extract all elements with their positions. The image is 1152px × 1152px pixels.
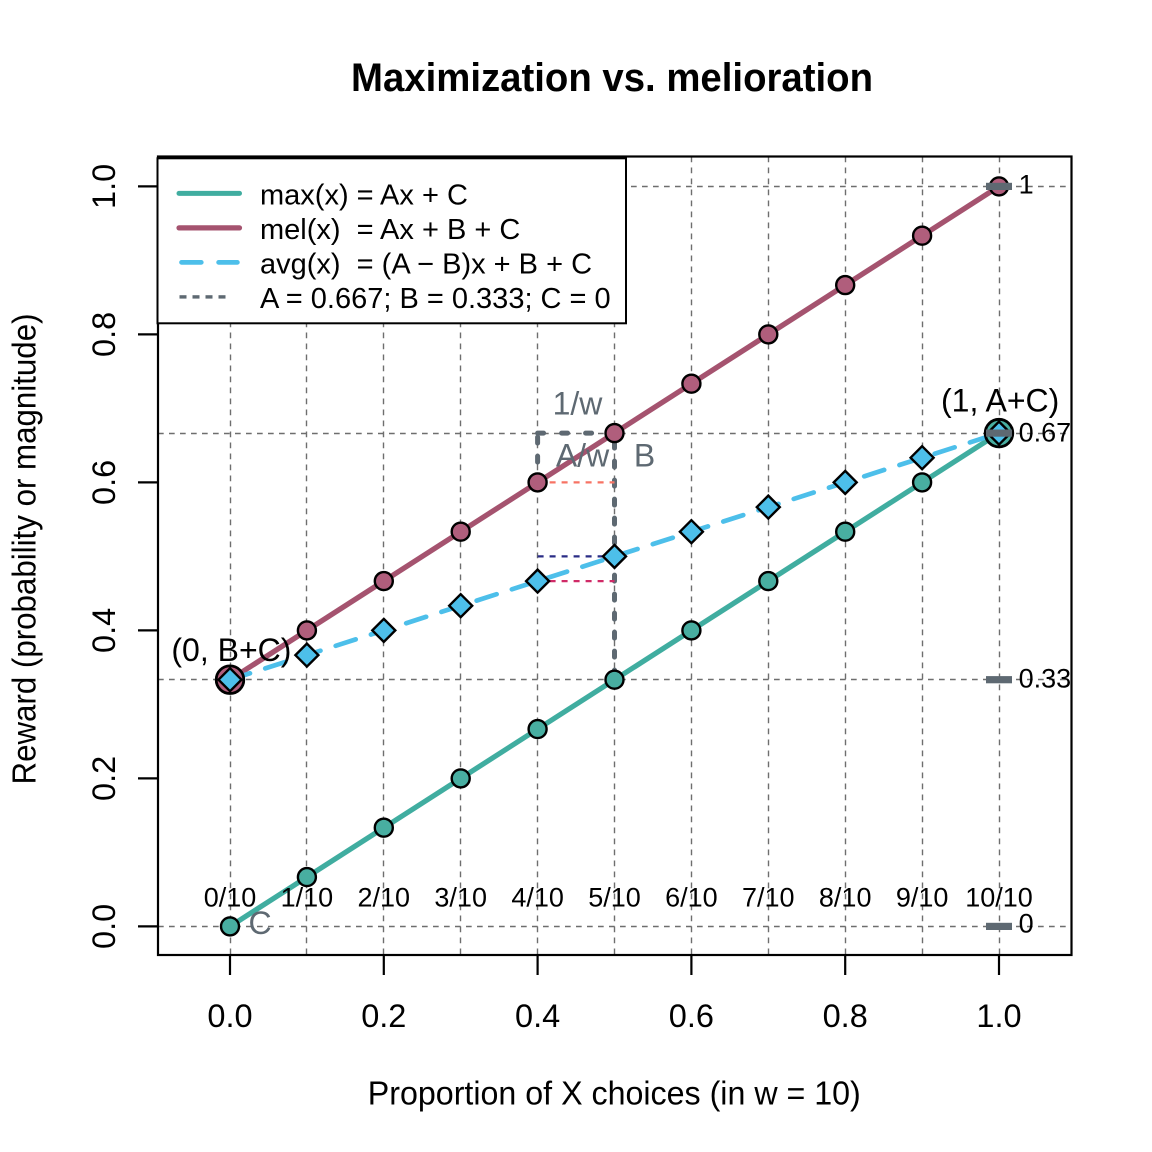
- svg-text:0.0: 0.0: [207, 998, 252, 1034]
- svg-text:Proportion of X choices (in w: Proportion of X choices (in w = 10): [368, 1074, 861, 1111]
- svg-text:Reward (probability or magnitu: Reward (probability or magnitude): [6, 314, 43, 785]
- svg-text:3/10: 3/10: [434, 883, 487, 913]
- svg-text:6/10: 6/10: [665, 883, 718, 913]
- svg-text:A = 0.667; B = 0.333; C = 0: A = 0.667; B = 0.333; C = 0: [260, 283, 611, 315]
- svg-text:1.0: 1.0: [86, 164, 122, 209]
- svg-text:max(x) = Ax + C: max(x) = Ax + C: [260, 179, 468, 211]
- svg-text:0.8: 0.8: [823, 998, 868, 1034]
- svg-text:0.4: 0.4: [86, 608, 122, 653]
- svg-text:0.0: 0.0: [86, 904, 122, 949]
- svg-text:Maximization vs. melioration: Maximization vs. melioration: [351, 56, 873, 100]
- svg-text:9/10: 9/10: [896, 883, 949, 913]
- svg-text:0.67: 0.67: [1019, 417, 1072, 447]
- svg-text:0: 0: [1019, 909, 1034, 939]
- svg-text:5/10: 5/10: [588, 883, 641, 913]
- svg-text:0.2: 0.2: [86, 756, 122, 801]
- svg-text:0.33: 0.33: [1019, 664, 1072, 694]
- svg-text:4/10: 4/10: [511, 883, 564, 913]
- svg-text:C: C: [248, 905, 271, 941]
- svg-text:0.6: 0.6: [86, 460, 122, 505]
- svg-text:(0, B+C): (0, B+C): [171, 632, 291, 668]
- svg-text:8/10: 8/10: [819, 883, 872, 913]
- svg-text:0.2: 0.2: [361, 998, 406, 1034]
- svg-text:0.4: 0.4: [515, 998, 560, 1034]
- svg-text:1/10: 1/10: [281, 883, 334, 913]
- svg-text:A/w: A/w: [556, 437, 610, 473]
- svg-text:(1, A+C): (1, A+C): [941, 383, 1059, 419]
- svg-text:mel(x) = Ax + B + C: mel(x) = Ax + B + C: [260, 214, 520, 246]
- svg-text:1: 1: [1019, 169, 1034, 199]
- svg-text:0/10: 0/10: [204, 883, 257, 913]
- svg-text:0.8: 0.8: [86, 312, 122, 357]
- svg-text:avg(x) = (A − B)x + B + C: avg(x) = (A − B)x + B + C: [260, 248, 592, 280]
- svg-text:7/10: 7/10: [742, 883, 795, 913]
- svg-text:10/10: 10/10: [965, 883, 1033, 913]
- svg-text:1.0: 1.0: [976, 998, 1021, 1034]
- svg-text:2/10: 2/10: [358, 883, 411, 913]
- svg-text:1/w: 1/w: [553, 385, 604, 421]
- svg-text:0.6: 0.6: [669, 998, 714, 1034]
- svg-text:B: B: [634, 437, 655, 473]
